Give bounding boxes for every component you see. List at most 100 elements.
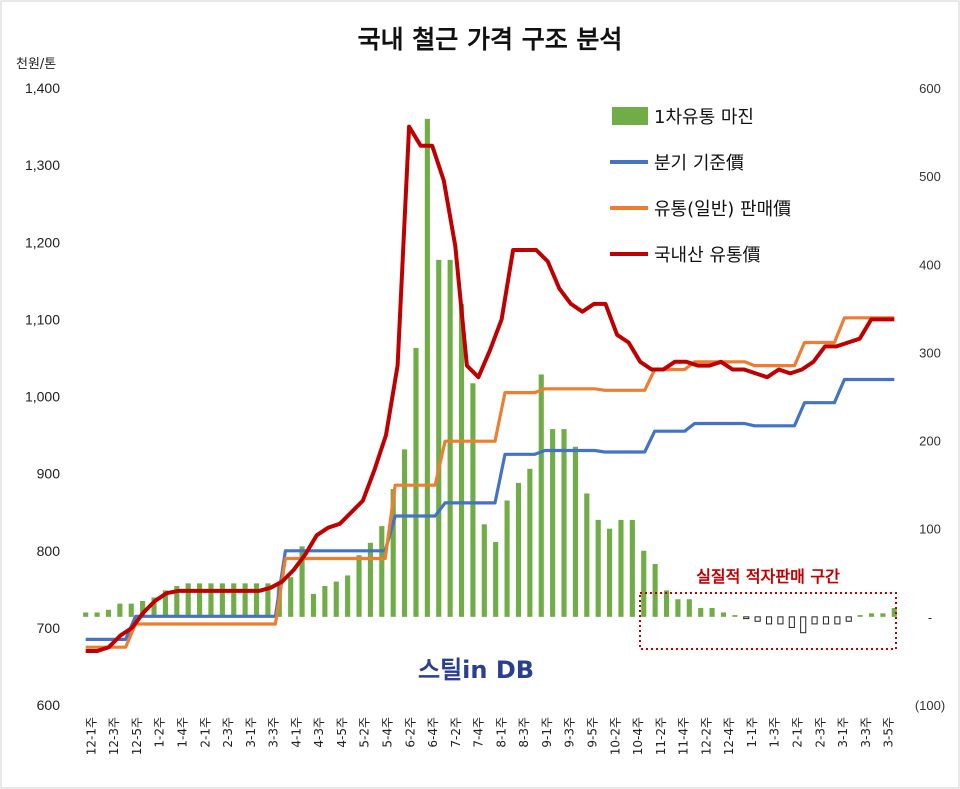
bar-margin — [310, 593, 317, 617]
x-tick-label: 5-2주 — [358, 717, 372, 748]
bar-margin — [561, 429, 567, 617]
legend-label: 분기 기준價 — [654, 153, 744, 174]
x-tick-label: 3-5주 — [882, 717, 896, 748]
y-left-tick-label: 800 — [37, 543, 61, 559]
bar-margin — [390, 489, 396, 617]
x-tick-label: 6-4주 — [426, 717, 440, 748]
bar-margin — [253, 583, 260, 617]
bar-margin — [231, 583, 237, 617]
bar-margin — [595, 519, 601, 617]
y-left-tick-label: 1,300 — [25, 157, 60, 173]
bar-margin — [356, 555, 362, 617]
y-left-tick-label: 1,100 — [25, 311, 60, 327]
bar-margin — [686, 599, 692, 617]
x-tick-label: 9-3주 — [563, 717, 577, 748]
bar-margin — [845, 616, 852, 622]
bar-margin — [857, 615, 863, 617]
x-tick-label: 3-3주 — [859, 717, 873, 748]
bar-margin — [413, 348, 419, 617]
x-tick-label: 1-2주 — [153, 717, 167, 748]
bar-margin — [891, 608, 897, 617]
x-tick-label: 4-3주 — [312, 717, 326, 748]
bar-margin — [698, 608, 704, 617]
bar-margin — [607, 528, 613, 617]
x-tick-label: 2-1주 — [198, 717, 212, 748]
deficit-zone-label: 실질적 적자판매 구간 — [696, 567, 840, 586]
bar-margin — [515, 482, 522, 617]
bar-margin — [402, 449, 408, 617]
bar-margin — [208, 583, 214, 617]
bar-margin — [720, 612, 727, 617]
x-tick-label: 1-3주 — [768, 717, 782, 748]
x-tick-label: 7-2주 — [449, 717, 463, 748]
bar-margin — [800, 616, 807, 634]
y-left-tick-label: 1,400 — [25, 80, 60, 96]
y-right-tick-label: 500 — [919, 169, 941, 184]
x-tick-label: 2-1주 — [791, 717, 805, 748]
y-left-tick-label: 1,000 — [25, 389, 60, 405]
bar-margin — [242, 583, 248, 617]
bar-margin — [322, 586, 328, 617]
y-left-tick-label: 1,200 — [25, 234, 60, 250]
deficit-zone-box — [639, 592, 897, 650]
bar-margin — [333, 581, 339, 617]
bar-margin — [732, 615, 738, 617]
x-tick-label: 1-4주 — [176, 717, 190, 748]
x-tick-label: 2-3주 — [221, 717, 235, 748]
y-right-tick-label: 600 — [919, 81, 941, 96]
bar-margin — [788, 616, 795, 628]
bar-margin — [822, 616, 830, 625]
y-axis-unit-label: 천원/톤 — [16, 57, 56, 72]
x-axis-ticks: 12-1주 12-3주 12-5주 1-2주 1-4주 2-1주 2-3주 3-1주 3-3주 4… — [84, 717, 895, 755]
bar-margin — [140, 600, 146, 617]
bar-margin — [458, 303, 465, 617]
x-tick-label: 3-3주 — [267, 717, 281, 748]
x-tick-label: 10-4주 — [631, 717, 645, 755]
y-right-tick-label: - — [928, 610, 932, 625]
legend-label: 1차유통 마진 — [654, 107, 754, 128]
bar-margin — [584, 493, 590, 617]
line-base-price — [85, 377, 895, 642]
bar-margin — [197, 583, 203, 617]
x-tick-label: 4-1주 — [289, 717, 303, 748]
bar-margin — [754, 616, 761, 622]
x-tick-label: 12-3주 — [107, 717, 121, 755]
x-tick-label: 1-1주 — [745, 717, 759, 748]
y-right-tick-label: (100) — [915, 698, 945, 713]
y-right-tick-label: 400 — [919, 257, 941, 272]
x-tick-label: 12-4주 — [722, 717, 736, 755]
y-right-tick-label: 100 — [919, 522, 941, 537]
bar-margin — [675, 599, 681, 617]
bar-margin — [765, 616, 773, 625]
bar-margin — [128, 603, 134, 617]
bar-margin — [117, 603, 123, 617]
bar-margin — [265, 583, 271, 617]
y-axis-right-ticks: (100) - 100 200 300 400 500 600 — [915, 81, 945, 713]
legend-swatch-bar — [612, 107, 648, 125]
bar-margin — [663, 590, 670, 617]
bar-series-group — [83, 118, 897, 634]
x-tick-label: 11-4주 — [677, 717, 691, 755]
legend-label: 국내산 유통價 — [654, 245, 761, 266]
bar-margin — [447, 259, 453, 617]
x-tick-label: 9-1주 — [540, 717, 554, 748]
bar-margin — [345, 575, 351, 617]
bar-margin — [481, 524, 487, 617]
logo: 스틸in DB — [418, 656, 534, 684]
bar-margin — [470, 383, 476, 617]
line-series-group — [85, 124, 895, 653]
y-right-tick-label: 300 — [919, 345, 941, 360]
bar-margin — [538, 374, 544, 617]
bar-margin — [83, 612, 89, 617]
x-tick-label: 2-3주 — [813, 717, 827, 748]
x-tick-label: 8-1주 — [494, 717, 508, 748]
x-tick-label: 8-3주 — [517, 717, 531, 748]
bar-margin — [151, 597, 157, 617]
x-tick-label: 5-4주 — [381, 717, 395, 748]
y-right-tick-label: 200 — [919, 434, 941, 449]
bar-margin — [641, 550, 647, 617]
bar-margin — [777, 616, 784, 625]
